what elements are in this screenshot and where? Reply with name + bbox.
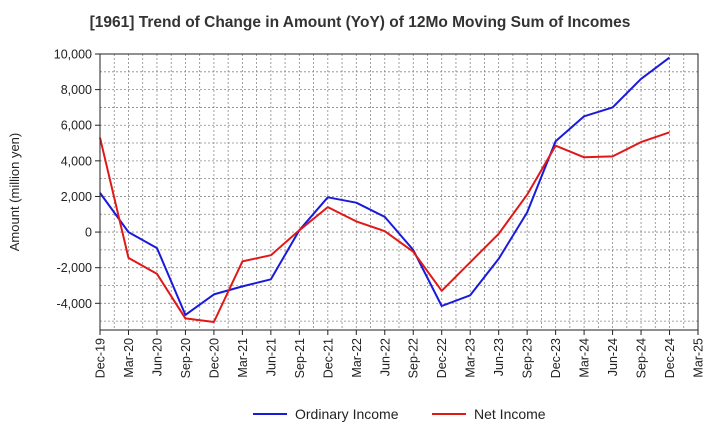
x-axis-ticks: Dec-19 Mar-20 Jun-20 Sep-20 Dec-20 Mar-21 Jun-…	[94, 330, 706, 378]
legend-label-ordinary-income: Ordinary Income	[295, 406, 399, 422]
x-tick-label: Jun-20	[150, 338, 164, 376]
legend-label-net-income: Net Income	[474, 406, 546, 422]
x-tick-label: Mar-23	[464, 338, 478, 378]
y-tick-label: -4,000	[57, 297, 92, 311]
x-tick-label: Sep-20	[179, 338, 193, 378]
legend: Ordinary Income Net Income	[253, 406, 546, 422]
series-line-ordinary-income	[99, 56, 671, 316]
plot-frame	[99, 53, 699, 331]
series-line-net-income	[99, 131, 670, 323]
x-tick-label: Sep-23	[521, 338, 535, 378]
x-tick-label: Jun-23	[492, 338, 506, 376]
x-tick-label: Mar-21	[236, 338, 250, 378]
x-tick-label: Jun-24	[606, 338, 620, 376]
y-tick-label: -2,000	[57, 261, 92, 275]
y-axis-ticks: -4,000 -2,000 0 2,000 4,000 6,000 8,000 10,000	[54, 48, 100, 311]
y-tick-label: 2,000	[61, 190, 92, 204]
x-tick-label: Dec-23	[549, 338, 563, 378]
x-tick-label: Dec-24	[663, 338, 677, 378]
x-tick-label: Dec-20	[207, 338, 221, 378]
x-tick-label: Mar-24	[578, 338, 592, 378]
y-tick-label: 8,000	[61, 83, 92, 97]
x-tick-label: Sep-21	[293, 338, 307, 378]
x-tick-label: Mar-20	[122, 338, 136, 378]
x-tick-label: Jun-22	[378, 338, 392, 376]
chart-title: [1961] Trend of Change in Amount (YoY) o…	[89, 14, 631, 31]
y-axis-title: Amount (million yen)	[7, 133, 22, 252]
y-tick-label: 10,000	[54, 48, 92, 62]
x-tick-label: Sep-22	[407, 338, 421, 378]
x-tick-label: Sep-24	[635, 338, 649, 378]
x-tick-label: Dec-19	[94, 338, 108, 378]
x-tick-label: Mar-22	[350, 338, 364, 378]
y-tick-label: 0	[85, 226, 92, 240]
y-tick-label: 4,000	[61, 154, 92, 168]
x-tick-label: Dec-22	[435, 338, 449, 378]
y-tick-label: 6,000	[61, 119, 92, 133]
x-tick-label: Mar-25	[692, 338, 706, 378]
x-tick-label: Dec-21	[321, 338, 335, 378]
x-tick-label: Jun-21	[264, 338, 278, 376]
series-lines	[99, 56, 671, 323]
